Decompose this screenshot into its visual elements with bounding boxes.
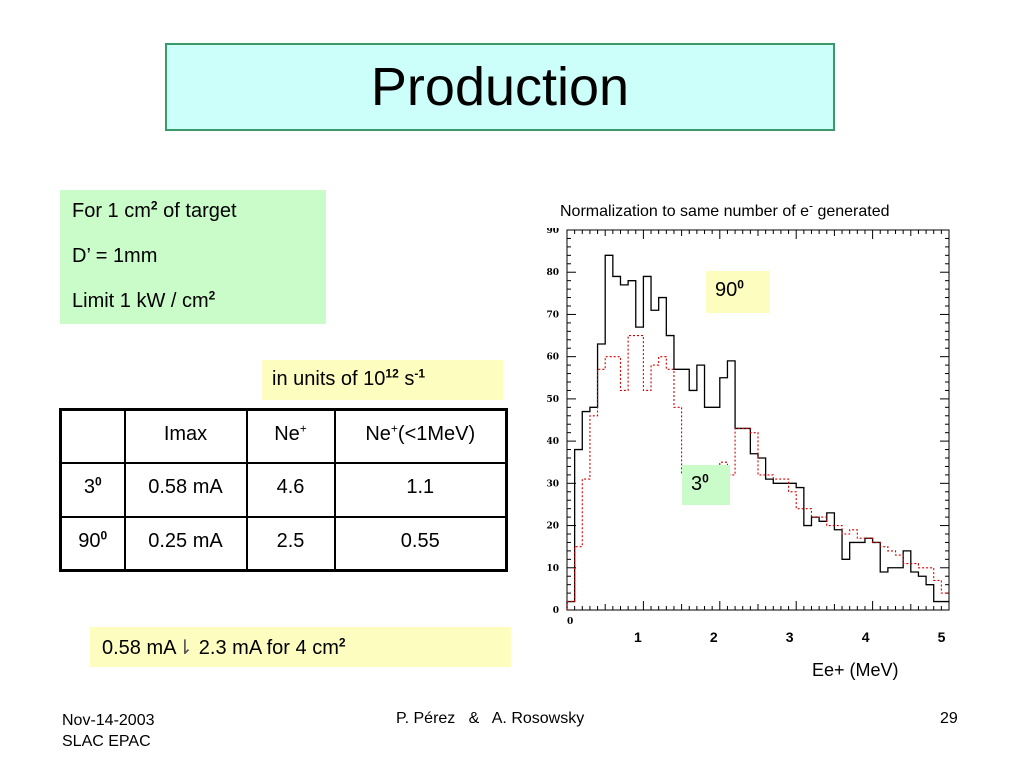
units-exponent: 12: [385, 366, 399, 381]
note-scaled: 2.3 mA for 4 cm: [193, 637, 339, 659]
chart-title: Normalization to same number of e- gener…: [560, 200, 890, 221]
arrow-icon: ⇂: [176, 637, 194, 659]
units-text: in units of 10: [272, 368, 386, 390]
target-info-box: For 1 cm2 of target D’ = 1mm Limit 1 kW …: [60, 190, 326, 324]
table-header-row: Imax Ne+ Ne+(<1MeV): [59, 408, 508, 465]
y-tick-label: 40: [546, 437, 559, 447]
y-tick-label: 0: [553, 606, 559, 616]
target-size-line: For 1 cm2 of target: [72, 198, 314, 223]
angle-degree: 0: [100, 528, 108, 542]
label-90-sup: 0: [737, 277, 744, 292]
power-limit-line: Limit 1 kW / cm2: [72, 288, 314, 313]
ne-cell: 2.5: [245, 515, 336, 572]
angle-cell: 30: [59, 462, 126, 518]
header-ne-text: Ne: [274, 423, 300, 445]
target-size-sup: 2: [150, 198, 158, 213]
series-3-histogram: [566, 335, 949, 610]
note-current: 0.58 mA: [102, 637, 177, 659]
slide-title: Production: [370, 57, 630, 117]
x-tick-label: 1: [634, 629, 642, 645]
series-label-90: 900: [706, 271, 770, 313]
x-tick-label: 3: [786, 629, 794, 645]
y-tick-label: 20: [546, 522, 559, 532]
ne-cell: 4.6: [245, 462, 336, 518]
series-90-histogram: [566, 254, 949, 610]
title-box: Production: [165, 43, 835, 131]
y-tick-label: 70: [546, 310, 559, 320]
production-table: Imax Ne+ Ne+(<1MeV) 30 0.58 mA 4.6 1.1 9…: [59, 408, 508, 572]
header-ne-low-sup: +: [390, 421, 398, 436]
page-number: 29: [940, 710, 958, 727]
x-tick-label: 2: [710, 629, 718, 645]
chart-title-text: Normalization to same number of e: [560, 203, 809, 220]
imax-cell: 0.25 mA: [123, 515, 248, 572]
y-tick-label: 80: [546, 268, 559, 278]
power-limit-sup: 2: [208, 288, 216, 303]
header-blank-cell: [59, 408, 126, 465]
header-imax: Imax: [123, 408, 248, 465]
header-ne: Ne+: [245, 408, 336, 465]
footer-authors: P. Pérez & A. Rosowsky: [396, 710, 585, 727]
footer-org: SLAC EPAC: [62, 733, 151, 750]
y-tick-label: 90: [546, 228, 559, 236]
chart-title-suffix: generated: [813, 203, 890, 220]
label-3-sup: 0: [702, 471, 709, 486]
diameter-line: D’ = 1mm: [72, 245, 158, 267]
x-axis-label: Ee+ (MeV): [812, 660, 899, 680]
y-tick-label: 50: [546, 395, 559, 405]
ne-low-cell: 1.1: [333, 462, 508, 518]
power-limit-text: Limit 1 kW / cm: [72, 290, 209, 312]
target-size-suffix: of target: [157, 200, 237, 222]
x-tick-label: 0: [567, 617, 573, 627]
units-seconds: s: [398, 368, 415, 390]
angle-value: 3: [83, 476, 95, 499]
header-ne-sup: +: [299, 421, 307, 436]
x-tick-label: 4: [862, 629, 870, 645]
ne-low-cell: 0.55: [333, 515, 508, 572]
note-sup: 2: [338, 635, 346, 650]
y-tick-label: 30: [546, 479, 559, 489]
imax-cell: 0.58 mA: [123, 462, 248, 518]
y-tick-label: 10: [546, 564, 559, 574]
angle-cell: 900: [59, 515, 126, 572]
label-3-text: 3: [691, 473, 703, 495]
angle-degree: 0: [94, 474, 102, 489]
label-90-text: 90: [715, 279, 738, 301]
footer-date: Nov-14-2003: [62, 712, 155, 729]
scaling-note-box: 0.58 mA⇂ 2.3 mA for 4 cm2: [90, 627, 511, 667]
chart-title-sup: -: [809, 198, 813, 213]
x-tick-label: 5: [938, 629, 946, 645]
series-label-3: 30: [682, 465, 730, 505]
table-row: 30 0.58 mA 4.6 1.1: [59, 462, 508, 518]
angle-value: 90: [78, 529, 101, 552]
footer-date-block: Nov-14-2003 SLAC EPAC: [62, 710, 155, 752]
header-ne-low-text: Ne: [365, 423, 391, 445]
y-tick-label: 60: [546, 353, 559, 363]
target-size-text: For 1 cm: [72, 200, 151, 222]
table-row: 900 0.25 mA 2.5 0.55: [59, 515, 508, 572]
header-ne-low: Ne+(<1MeV): [333, 408, 508, 465]
header-ne-low-suffix: (<1MeV): [397, 423, 476, 445]
units-seconds-exponent: -1: [414, 366, 426, 381]
units-box: in units of 1012 s-1: [262, 360, 503, 400]
